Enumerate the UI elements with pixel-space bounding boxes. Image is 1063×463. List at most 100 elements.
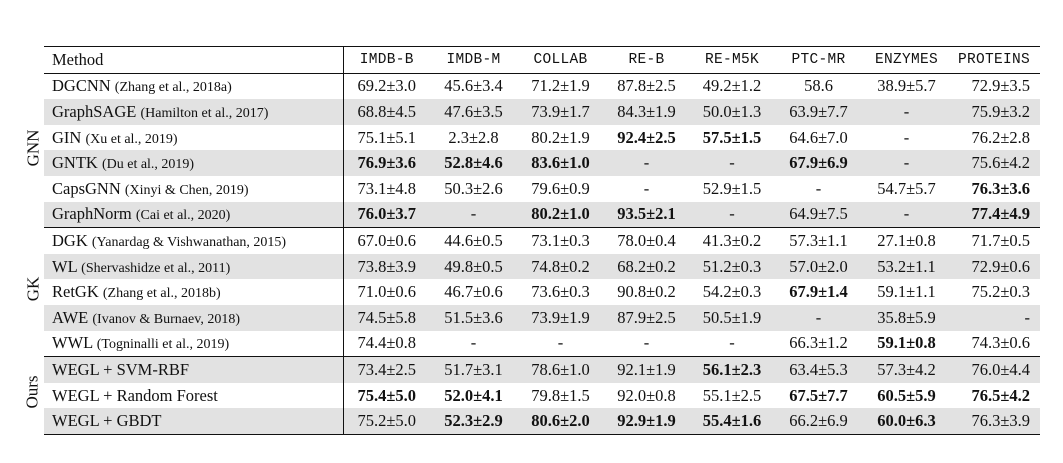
method-name: GIN xyxy=(52,127,82,147)
method-citation: (Yanardag & Vishwanathan, 2015) xyxy=(91,234,287,250)
value-cell: 66.3±1.2 xyxy=(775,331,862,357)
method-name: WL xyxy=(52,256,78,276)
value-text: 51.5±3.6 xyxy=(444,307,503,327)
value-text: 78.6±1.0 xyxy=(531,359,590,379)
best-value: 57.5±1.5 xyxy=(702,127,762,147)
best-value: 92.4±2.5 xyxy=(617,127,676,147)
value-cell: 59.1±1.1 xyxy=(862,279,951,305)
value-cell: 84.3±1.9 xyxy=(604,99,689,125)
value-text: - xyxy=(903,101,910,121)
value-cell: 49.8±0.5 xyxy=(430,253,517,280)
best-value: 76.3±3.6 xyxy=(971,178,1030,198)
value-cell: 54.2±0.3 xyxy=(689,279,775,305)
table-row: WEGL + Random Forest 75.4±5.0 52.0±4.1 79.8… xyxy=(44,382,1040,409)
value-cell: 51.2±0.3 xyxy=(689,253,775,280)
value-cell: - xyxy=(862,201,951,228)
value-text: 68.2±0.2 xyxy=(617,256,676,276)
best-value: 67.9±6.9 xyxy=(789,153,848,173)
value-cell: 50.3±2.6 xyxy=(430,176,517,202)
value-cell: 35.8±5.9 xyxy=(862,304,951,331)
dataset-header: COLLAB xyxy=(517,46,604,74)
value-cell: 57.3±1.1 xyxy=(775,227,862,254)
value-cell: 74.3±0.6 xyxy=(951,331,1040,357)
value-text: 92.1±1.9 xyxy=(617,359,676,379)
value-text: 73.4±2.5 xyxy=(357,359,417,379)
value-cell: 73.1±4.8 xyxy=(343,176,430,202)
value-text: 64.9±7.5 xyxy=(789,204,848,224)
value-cell: 80.6±2.0 xyxy=(517,408,604,435)
value-cell: - xyxy=(862,150,951,176)
value-text: 73.1±4.8 xyxy=(357,178,417,198)
value-text: 58.6 xyxy=(804,76,833,96)
value-cell: 75.2±0.3 xyxy=(951,279,1040,305)
table-row: GraphSAGE (Hamilton et al., 2017) 68.8±4.… xyxy=(44,99,1040,125)
value-text: - xyxy=(903,204,910,224)
best-value: 52.0±4.1 xyxy=(444,385,503,405)
method-citation: (Hamilton et al., 2017) xyxy=(140,105,269,121)
value-cell: 46.7±0.6 xyxy=(430,279,517,305)
value-text: 92.0±0.8 xyxy=(617,385,676,405)
value-cell: - xyxy=(604,331,689,357)
value-cell: 52.9±1.5 xyxy=(689,176,775,202)
best-value: 83.6±1.0 xyxy=(531,153,590,173)
method-name: CapsGNN xyxy=(52,178,121,198)
method-cell: WL (Shervashidze et al., 2011) xyxy=(44,253,344,280)
value-cell: 73.4±2.5 xyxy=(343,356,430,383)
method-citation: (Du et al., 2019) xyxy=(101,157,195,173)
method-header: Method xyxy=(44,46,344,74)
value-cell: 72.9±3.5 xyxy=(951,73,1040,99)
value-text: 57.3±4.2 xyxy=(877,359,936,379)
value-cell: 53.2±1.1 xyxy=(862,253,951,280)
value-cell: 55.4±1.6 xyxy=(689,408,775,435)
value-cell: 93.5±2.1 xyxy=(604,201,689,228)
value-text: - xyxy=(643,333,650,353)
value-text: 76.2±2.8 xyxy=(971,127,1030,147)
value-cell: 73.9±1.9 xyxy=(517,304,604,331)
best-value: 52.3±2.9 xyxy=(444,411,503,431)
table-row: AWE (Ivanov & Burnaev, 2018) 74.5±5.8 51.5… xyxy=(44,304,1040,331)
method-cell: WWL (Togninalli et al., 2019) xyxy=(44,330,344,357)
group-label-text: Ours xyxy=(23,375,42,409)
value-text: - xyxy=(729,204,735,224)
value-text: - xyxy=(470,204,477,224)
value-cell: 80.2±1.9 xyxy=(517,125,604,151)
value-cell: 49.2±1.2 xyxy=(689,73,775,99)
value-text: 74.4±0.8 xyxy=(357,333,417,353)
value-cell: 73.8±3.9 xyxy=(343,253,430,280)
value-cell: 75.6±4.2 xyxy=(951,150,1040,176)
group-label: GK xyxy=(22,225,44,353)
value-text: 53.2±1.1 xyxy=(877,256,936,276)
value-cell: - xyxy=(775,176,862,202)
value-text: 41.3±0.2 xyxy=(702,230,762,250)
method-name: GraphNorm xyxy=(52,204,132,224)
value-text: 50.5±1.9 xyxy=(702,307,762,327)
value-cell: 38.9±5.7 xyxy=(862,73,951,99)
method-citation: (Zhang et al., 2018b) xyxy=(102,286,221,302)
table-row: CapsGNN (Xinyi & Chen, 2019) 73.1±4.8 50.3… xyxy=(44,175,1040,202)
value-cell: 57.0±2.0 xyxy=(775,253,862,280)
method-citation: (Xu et al., 2019) xyxy=(85,131,178,147)
value-cell: 69.2±3.0 xyxy=(343,73,430,99)
value-text: - xyxy=(643,153,650,173)
value-cell: 67.5±7.7 xyxy=(775,383,862,409)
best-value: 80.6±2.0 xyxy=(531,411,590,431)
table-row: GNTK (Du et al., 2019) 76.9±3.6 52.8±4.6 83… xyxy=(44,150,1040,176)
method-cell: GraphNorm (Cai et al., 2020) xyxy=(44,201,344,228)
method-cell: CapsGNN (Xinyi & Chen, 2019) xyxy=(44,175,344,202)
table-row: RetGK (Zhang et al., 2018b) 71.0±0.6 46.7±… xyxy=(44,279,1040,305)
value-cell: 79.8±1.5 xyxy=(517,383,604,409)
table-row: GraphNorm (Cai et al., 2020) 76.0±3.7 - 80.… xyxy=(44,201,1040,228)
value-cell: 52.8±4.6 xyxy=(430,150,517,176)
value-text: 2.3±2.8 xyxy=(448,127,499,147)
method-cell: RetGK (Zhang et al., 2018b) xyxy=(44,279,344,305)
value-text: 78.0±0.4 xyxy=(617,230,676,250)
best-value: 67.5±7.7 xyxy=(789,385,848,405)
value-text: 35.8±5.9 xyxy=(877,307,936,327)
value-text: 74.3±0.6 xyxy=(971,333,1030,353)
value-text: 49.8±0.5 xyxy=(444,256,503,276)
best-value: 60.0±6.3 xyxy=(877,411,936,431)
value-text: 45.6±3.4 xyxy=(444,76,503,96)
best-value: 52.8±4.6 xyxy=(444,153,503,173)
dataset-header: ENZYMES xyxy=(862,46,951,74)
value-cell: - xyxy=(951,304,1040,331)
